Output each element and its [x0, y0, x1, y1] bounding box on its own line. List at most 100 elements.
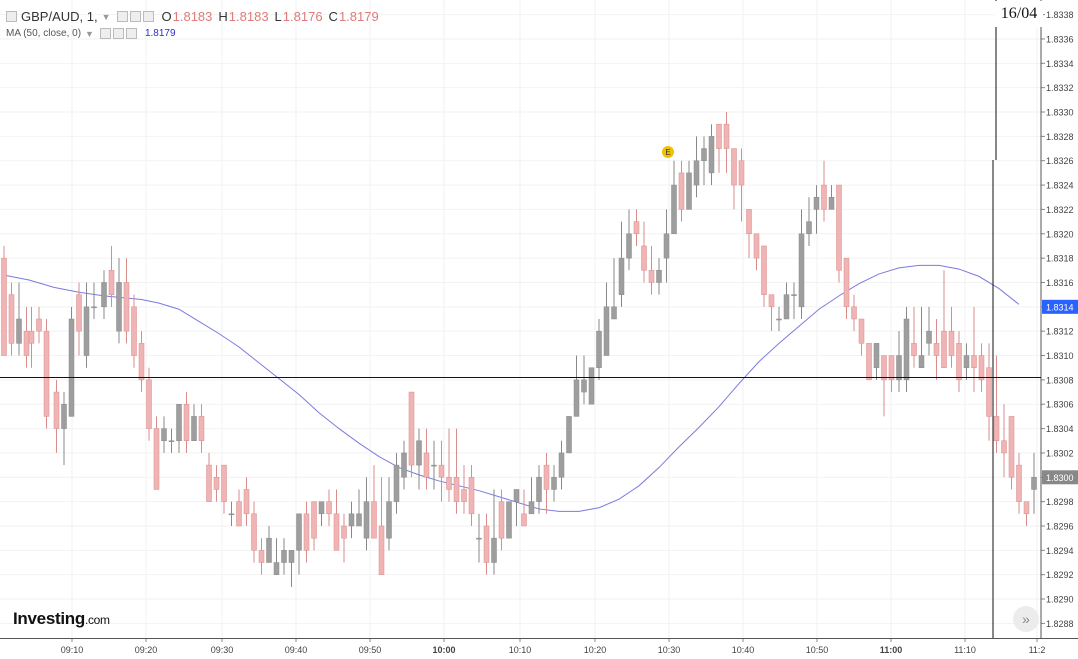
candle-body-down — [888, 355, 895, 381]
x-tick-label: 09:30 — [211, 645, 234, 655]
candle-body-down — [543, 464, 550, 490]
y-tick-label: 1.8334 — [1046, 59, 1074, 69]
candle-body-up — [828, 196, 835, 210]
candle-body-up — [281, 550, 287, 563]
candle-body-up — [551, 477, 557, 490]
y-tick-label: 1.8308 — [1046, 375, 1074, 385]
candle-body-up — [506, 501, 512, 539]
candle-body-down — [978, 355, 985, 381]
high-label: H — [218, 9, 228, 24]
candle-body-up — [903, 318, 910, 381]
candle-body-down — [183, 403, 190, 442]
x-tick-label: 10:00 — [432, 645, 455, 655]
candle-body-down — [76, 294, 82, 332]
event-marker-circle[interactable] — [662, 146, 674, 158]
y-tick-label: 1.8290 — [1046, 595, 1074, 605]
candle-body-down — [731, 148, 737, 186]
candle-body-up — [626, 233, 632, 259]
candle-body-down — [716, 123, 722, 149]
candle-body-up — [783, 294, 790, 320]
x-tick-label: 11:2 — [1029, 645, 1046, 655]
candle-body-up — [83, 306, 90, 356]
candle-body-down — [1023, 501, 1030, 515]
candle-body-up — [318, 501, 325, 515]
open-label: O — [161, 9, 172, 24]
moving-average-layer — [3, 264, 1020, 512]
settings-icon[interactable] — [116, 11, 128, 22]
x-tick-label: 09:40 — [285, 645, 308, 655]
candle-body-up — [401, 452, 407, 478]
candle-body-down — [8, 294, 15, 344]
x-tick-label: 10:50 — [806, 645, 829, 655]
eye-icon[interactable] — [112, 28, 124, 39]
candle-body-down — [28, 330, 35, 344]
close-icon[interactable] — [142, 11, 154, 22]
y-tick-label: 1.8310 — [1046, 351, 1074, 361]
close-icon[interactable] — [125, 28, 137, 39]
candle-body-down — [236, 501, 242, 527]
ma-label[interactable]: MA (50, close, 0) — [6, 28, 82, 39]
y-tick-label: 1.8288 — [1046, 619, 1074, 629]
investing-logo: Investing.com — [13, 609, 110, 629]
candle-body-up — [918, 355, 925, 368]
candle-body-down — [1008, 416, 1015, 478]
candle-body-down — [461, 489, 467, 502]
candle-body-down — [483, 525, 490, 563]
candle-body-up — [813, 196, 820, 210]
y-tick-label: 1.8338 — [1046, 10, 1074, 20]
x-tick-label: 11:10 — [954, 645, 976, 655]
candle-body-up — [513, 489, 520, 502]
candle-body-up — [61, 403, 67, 429]
x-tick-label: 09:10 — [61, 645, 84, 655]
candle-body-down — [866, 343, 872, 381]
event-marker-label: E — [665, 148, 670, 157]
y-tick-label: 1.8296 — [1046, 521, 1074, 531]
collapse-icon[interactable] — [6, 11, 17, 22]
candle-body-up — [431, 464, 437, 467]
candle-body-down — [1001, 440, 1007, 454]
indicator-row: MA (50, close, 0) ▼ 1.8179 — [6, 28, 176, 39]
settings-icon[interactable] — [99, 28, 111, 39]
candle-body-down — [326, 501, 332, 515]
y-tick-label: 1.8326 — [1046, 156, 1074, 166]
candle-body-down — [941, 330, 947, 368]
candle-body-up — [528, 501, 535, 515]
candle-body-up — [386, 501, 392, 539]
scroll-forward-button[interactable]: » — [1013, 606, 1039, 632]
candle-body-down — [858, 318, 865, 344]
candle-body-down — [746, 209, 752, 235]
event-marker[interactable]: E — [662, 146, 674, 158]
eye-icon[interactable] — [129, 11, 141, 22]
low-value: 1.8176 — [282, 9, 323, 24]
candle-body-down — [521, 513, 527, 527]
candle-body-down — [881, 355, 887, 381]
secondary-price-label: 1.8300 — [1046, 473, 1074, 483]
candle-body-down — [956, 343, 962, 381]
y-tick-label: 1.8292 — [1046, 570, 1074, 580]
candle-body-down — [303, 513, 310, 551]
chevron-down-icon[interactable]: ▼ — [101, 11, 111, 22]
candle-body-down — [146, 379, 152, 429]
candle-body-up — [611, 306, 617, 320]
logo-suffix: .com — [84, 613, 110, 627]
y-tick-label: 1.8332 — [1046, 83, 1074, 93]
candle-body-up — [348, 513, 355, 527]
crosshair-layer: 1.8314 1.8300 — [0, 0, 1078, 638]
candle-body-down — [1, 257, 7, 356]
y-tick-label: 1.8302 — [1046, 448, 1074, 458]
candle-body-up — [161, 428, 167, 442]
symbol-label[interactable]: GBP/AUD, 1, — [21, 9, 98, 24]
y-tick-label: 1.8294 — [1046, 546, 1074, 556]
candle-body-up — [176, 403, 182, 442]
candle-body-down — [986, 367, 992, 417]
candle-body-up — [566, 416, 572, 454]
candle-body-down — [213, 477, 220, 490]
candle-body-down — [933, 343, 940, 356]
chevron-down-icon[interactable]: ▼ — [85, 28, 94, 39]
candle-body-down — [251, 513, 257, 551]
high-value: 1.8183 — [228, 9, 269, 24]
candle-body-down — [468, 477, 475, 515]
